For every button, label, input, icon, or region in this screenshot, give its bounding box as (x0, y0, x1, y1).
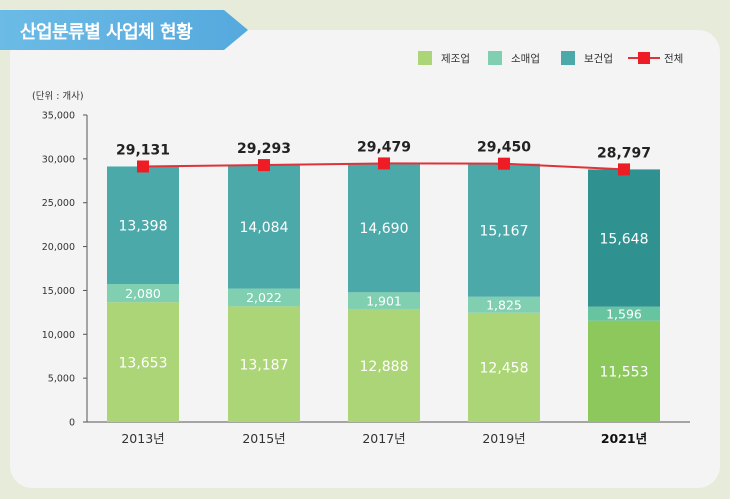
y-tick-label: 10,000 (42, 330, 75, 341)
y-tick-label: 5,000 (48, 374, 75, 385)
bar-value-label: 1,596 (606, 306, 642, 321)
x-tick-label: 2017년 (362, 431, 405, 446)
total-marker (378, 157, 390, 170)
legend-swatch (488, 51, 502, 65)
bar-value-label: 11,553 (600, 365, 649, 381)
y-tick-label: 35,000 (42, 111, 75, 122)
y-tick-label: 25,000 (42, 198, 75, 209)
bar-value-label: 2,080 (125, 286, 161, 301)
legend-label: 제조업 (441, 52, 470, 65)
total-value-label: 29,479 (357, 139, 411, 155)
bar-segment (228, 165, 300, 289)
bar-segment (107, 166, 179, 284)
bar-segment (468, 296, 540, 313)
total-marker (258, 159, 270, 172)
bar-value-label: 14,690 (360, 221, 409, 237)
bar-value-label: 13,398 (119, 219, 168, 235)
total-marker (618, 163, 630, 176)
total-value-label: 28,797 (597, 145, 651, 161)
y-tick-label: 15,000 (42, 286, 75, 297)
bar-value-label: 2,022 (246, 290, 282, 305)
bar-value-label: 12,888 (360, 359, 409, 375)
bar-value-label: 14,084 (240, 220, 289, 236)
legend-label: 전체 (664, 53, 683, 65)
bar-segment (348, 292, 420, 309)
bar-value-label: 12,458 (480, 361, 529, 377)
unit-label: (단위 : 개사) (32, 90, 84, 102)
page-title: 산업분류별 사업체 현황 (20, 22, 193, 43)
bar-segment (348, 308, 420, 422)
bar-segment (468, 312, 540, 422)
bar-value-label: 13,187 (240, 357, 289, 373)
bar-segment (348, 163, 420, 293)
x-tick-label: 2021년 (601, 431, 647, 446)
x-tick-label: 2015년 (242, 431, 285, 446)
title-banner-shape (0, 10, 248, 50)
bar-segment (228, 288, 300, 307)
bar-segment (107, 283, 179, 303)
legend-swatch (561, 51, 575, 65)
legend-line-marker (638, 52, 650, 64)
total-value-label: 29,293 (237, 141, 291, 157)
bar-value-label: 15,648 (600, 231, 649, 247)
bar-value-label: 1,825 (486, 297, 522, 312)
y-tick-label: 20,000 (42, 242, 75, 253)
bar-segment (588, 306, 660, 321)
y-tick-label: 30,000 (42, 154, 75, 165)
total-value-label: 29,450 (477, 140, 531, 156)
x-tick-label: 2019년 (482, 431, 525, 446)
bar-segment (588, 320, 660, 422)
bar-segment (468, 163, 540, 297)
bar-value-label: 15,167 (480, 224, 529, 240)
legend-label: 보건업 (584, 52, 613, 65)
bar-segment (228, 306, 300, 422)
bar-value-label: 13,653 (119, 355, 168, 371)
title-banner: 산업분류별 사업체 현황 (0, 10, 248, 50)
total-marker (498, 157, 510, 170)
bar-value-label: 1,901 (366, 293, 402, 308)
bar-segment (588, 169, 660, 307)
legend-swatch (418, 51, 432, 65)
bar-segment (107, 302, 179, 422)
x-tick-label: 2013년 (121, 431, 164, 446)
total-value-label: 29,131 (116, 142, 170, 158)
y-tick-label: 0 (69, 418, 75, 429)
legend-label: 소매업 (511, 52, 540, 65)
total-marker (137, 160, 149, 173)
